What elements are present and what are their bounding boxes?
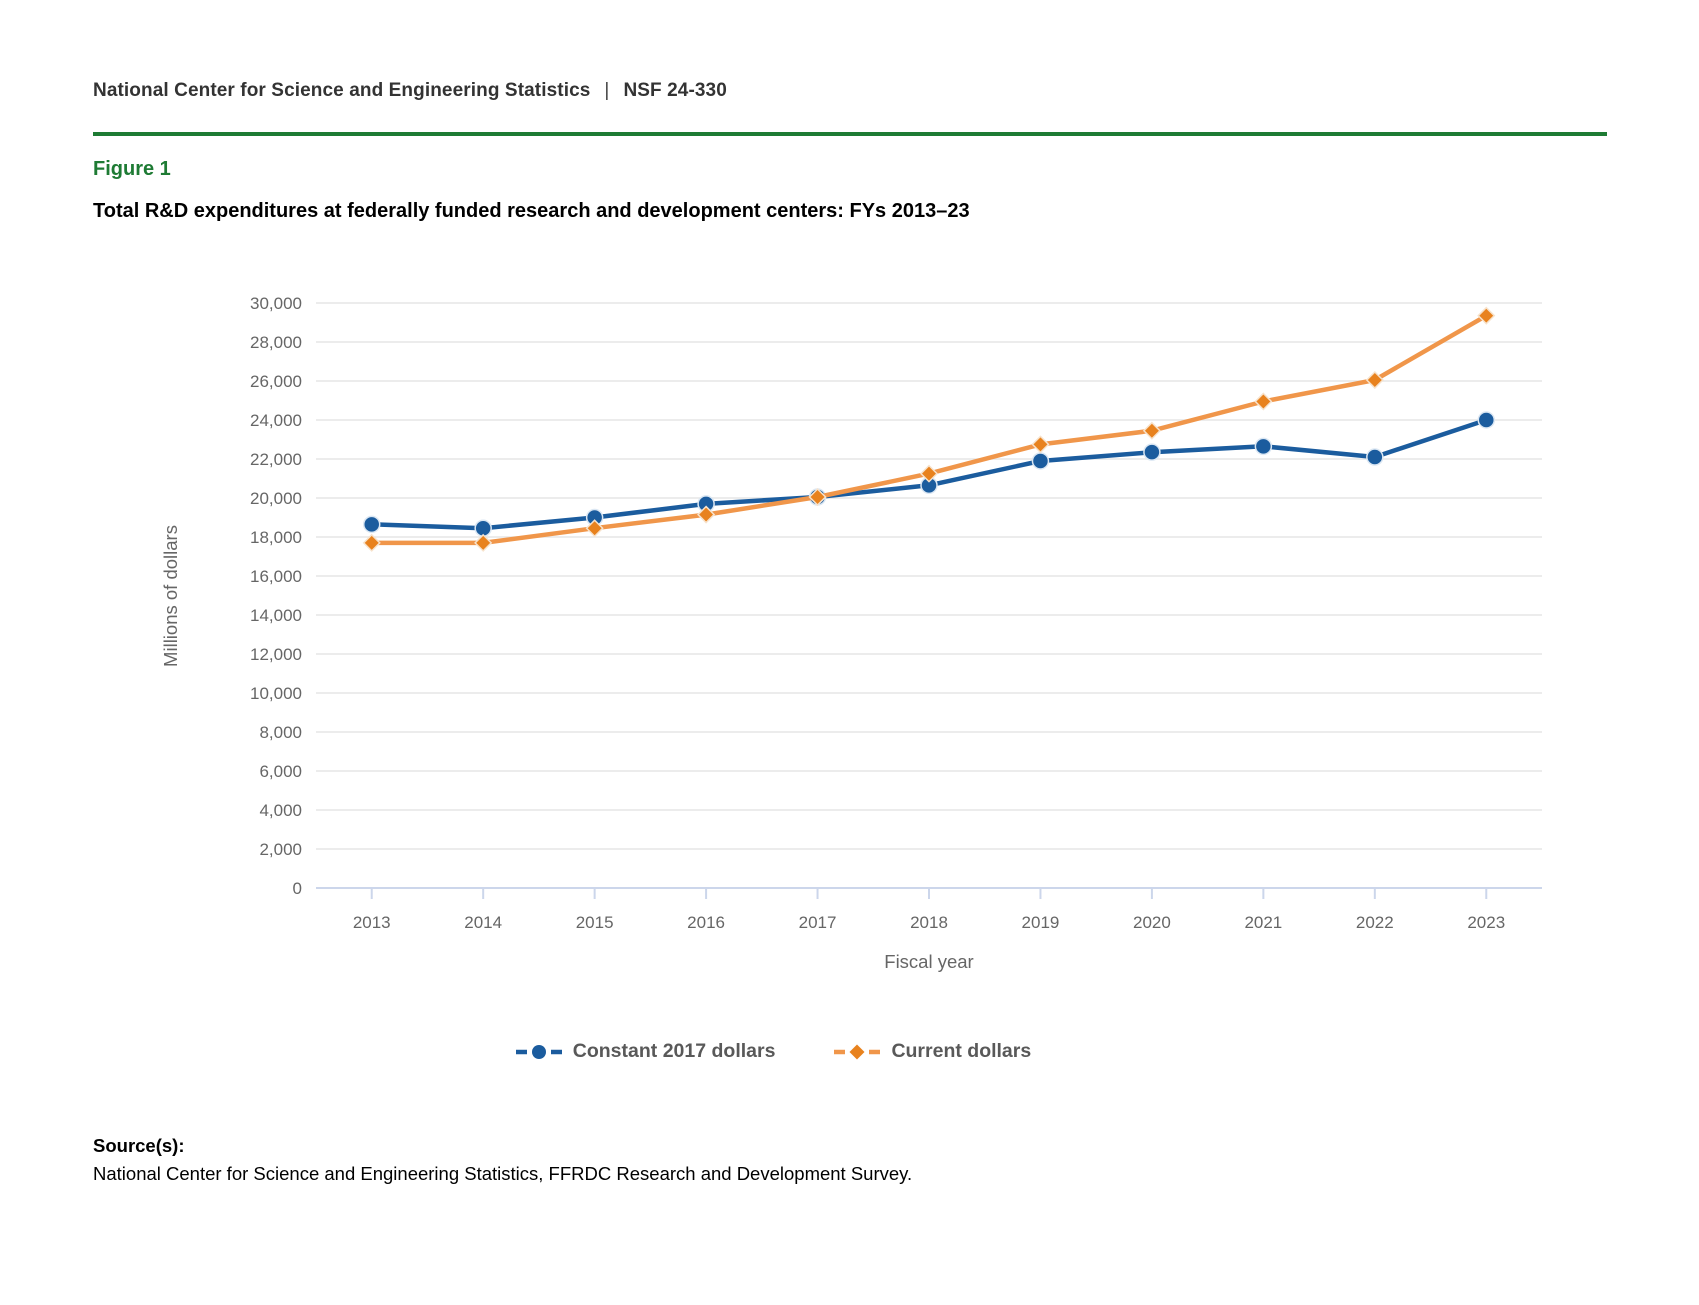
y-tick-label: 10,000 — [250, 684, 302, 703]
y-tick-label: 16,000 — [250, 567, 302, 586]
header-separator: | — [604, 80, 610, 101]
y-tick-label: 8,000 — [259, 723, 302, 742]
source-text: National Center for Science and Engineer… — [93, 1163, 913, 1184]
x-tick-label: 2015 — [576, 913, 614, 932]
x-tick-label: 2018 — [910, 913, 948, 932]
point-current-dollars-2015[interactable] — [585, 519, 604, 538]
org-name: National Center for Science and Engineer… — [93, 80, 591, 101]
y-axis-title: Millions of dollars — [160, 525, 181, 667]
green-divider-rule — [93, 132, 1607, 136]
legend-item-current-dollars[interactable]: Current dollars — [833, 1040, 1031, 1063]
legend-label: Constant 2017 dollars — [572, 1040, 776, 1062]
report-header: National Center for Science and Engineer… — [93, 80, 727, 102]
y-tick-label: 4,000 — [259, 801, 302, 820]
chart-legend: Constant 2017 dollars Current dollars — [93, 1040, 1453, 1063]
legend-marker-diamond-icon — [834, 1044, 881, 1059]
report-number: NSF 24-330 — [623, 80, 727, 101]
y-tick-label: 6,000 — [259, 762, 302, 781]
x-tick-label: 2021 — [1244, 913, 1282, 932]
point-constant-2017-dollars-2013[interactable] — [362, 515, 381, 534]
y-tick-label: 28,000 — [250, 333, 302, 352]
point-current-dollars-2022[interactable] — [1365, 370, 1384, 390]
y-tick-label: 20,000 — [250, 489, 302, 508]
x-tick-label: 2020 — [1133, 913, 1171, 932]
y-tick-label: 2,000 — [259, 840, 302, 859]
series-line-current-dollars — [369, 313, 1489, 546]
point-constant-2017-dollars-2022[interactable] — [1366, 448, 1384, 466]
y-tick-label: 14,000 — [250, 606, 302, 625]
x-tick-label: 2017 — [799, 913, 837, 932]
point-constant-2017-dollars-2020[interactable] — [1143, 443, 1161, 461]
point-constant-2017-dollars-2019[interactable] — [1031, 452, 1050, 470]
x-tick-label: 2022 — [1356, 913, 1394, 932]
x-tick-label: 2014 — [464, 913, 502, 932]
x-tick-label: 2013 — [353, 913, 391, 932]
y-tick-label: 18,000 — [250, 528, 302, 547]
point-constant-2017-dollars-2021[interactable] — [1254, 437, 1273, 456]
point-constant-2017-dollars-2023[interactable] — [1477, 411, 1496, 429]
x-axis-title: Fiscal year — [884, 951, 973, 972]
point-current-dollars-2021[interactable] — [1254, 392, 1273, 411]
rd-expenditures-line-chart: 0 2,000 4,000 6,000 8,000 10,000 12,000 14,000 1… — [160, 294, 1542, 972]
x-tick-label: 2019 — [1022, 913, 1060, 932]
point-current-dollars-2017[interactable] — [808, 487, 827, 507]
point-current-dollars-2023[interactable] — [1477, 306, 1496, 325]
x-tick-label: 2016 — [687, 913, 725, 932]
y-tick-label: 24,000 — [250, 411, 302, 430]
point-current-dollars-2014[interactable] — [474, 533, 493, 552]
point-current-dollars-2013[interactable] — [362, 533, 381, 552]
y-tick-label: 22,000 — [250, 450, 302, 469]
y-tick-label: 12,000 — [250, 645, 302, 664]
x-tick-label: 2023 — [1467, 913, 1505, 932]
point-current-dollars-2016[interactable] — [697, 505, 716, 524]
chart-title: Total R&D expenditures at federally fund… — [93, 200, 970, 222]
y-tick-label: 0 — [293, 879, 302, 898]
point-current-dollars-2020[interactable] — [1142, 421, 1161, 440]
legend-item-constant-2017-dollars[interactable]: Constant 2017 dollars — [515, 1040, 776, 1063]
point-current-dollars-2019[interactable] — [1031, 435, 1050, 454]
source-section: Source(s): National Center for Science a… — [93, 1132, 912, 1188]
legend-label: Current dollars — [891, 1040, 1032, 1062]
source-heading: Source(s): — [93, 1135, 185, 1156]
y-tick-label: 30,000 — [250, 294, 302, 313]
point-current-dollars-2018[interactable] — [919, 464, 939, 483]
y-tick-label: 26,000 — [250, 372, 302, 391]
figure-label: Figure 1 — [93, 158, 171, 180]
legend-marker-circle-icon — [515, 1044, 562, 1059]
